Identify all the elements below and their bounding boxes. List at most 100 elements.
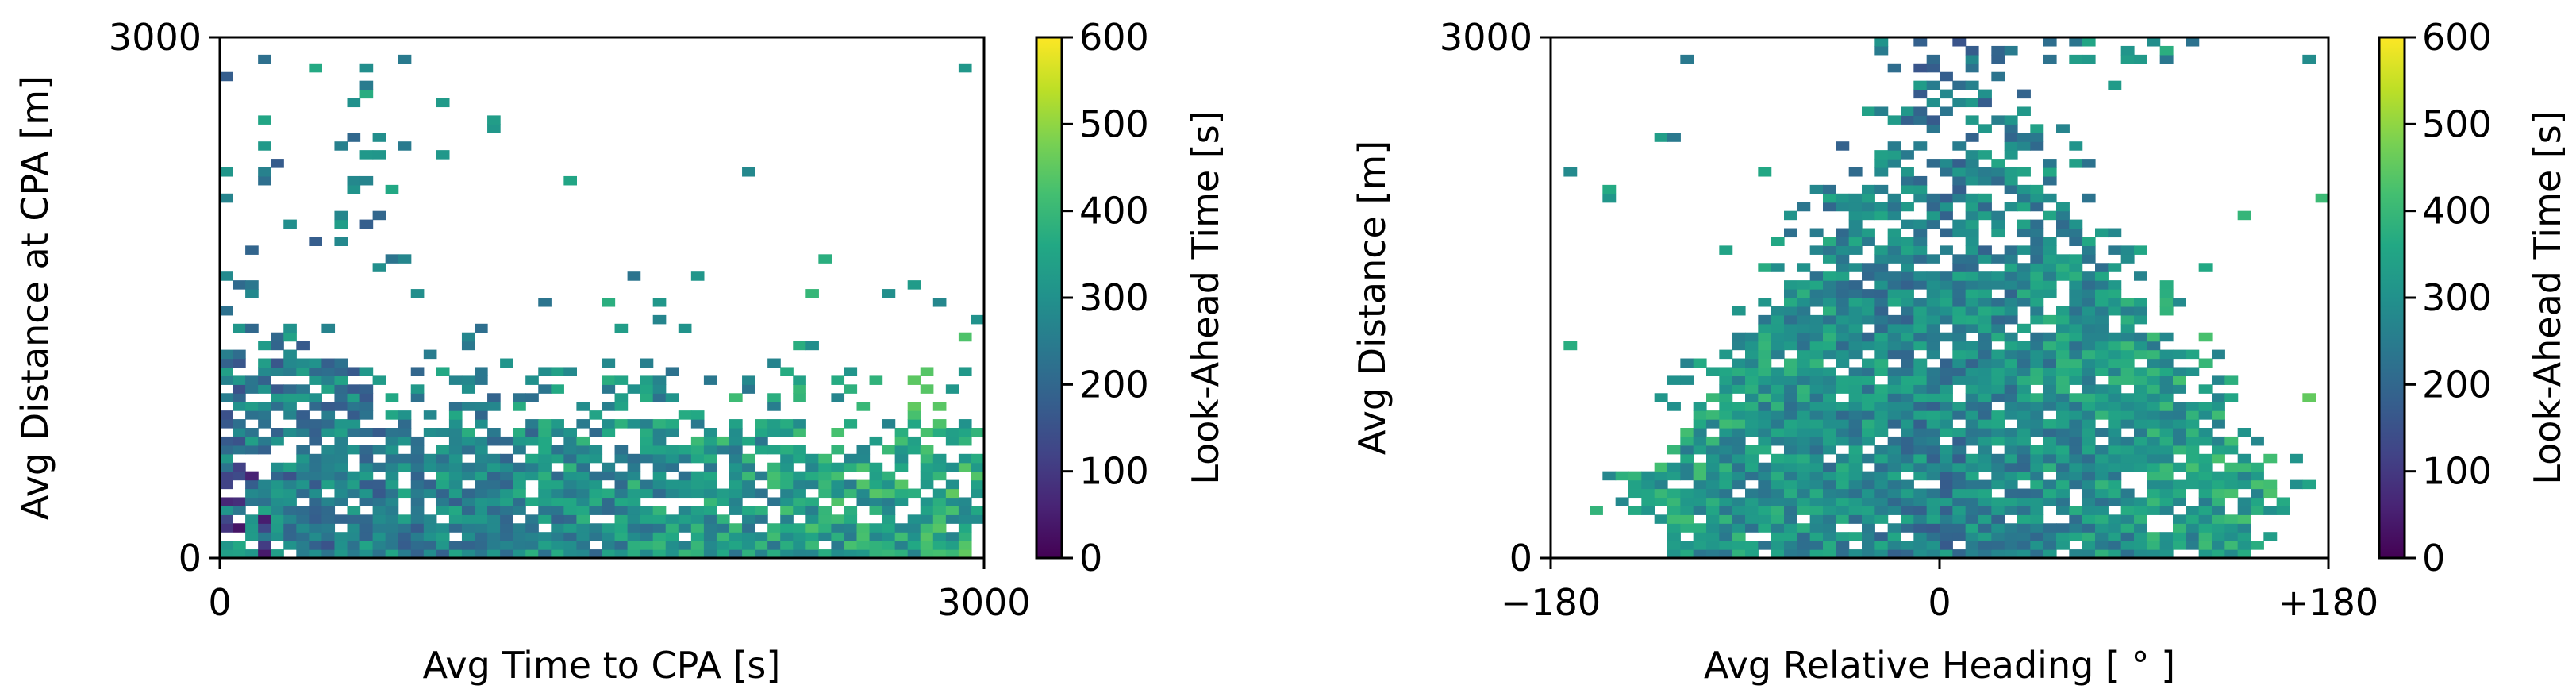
- y-axis-label: Avg Distance at CPA [m]: [13, 75, 56, 520]
- heatmap-cell: [2095, 506, 2109, 515]
- heatmap-cell: [2030, 410, 2044, 420]
- heatmap-cell: [309, 532, 322, 541]
- heatmap-cell: [652, 532, 667, 541]
- heatmap-cell: [2004, 45, 2018, 56]
- heatmap-cell: [1940, 245, 1953, 255]
- heatmap-cell: [1836, 410, 1850, 420]
- heatmap-cell: [2198, 479, 2213, 490]
- heatmap-cell: [1706, 514, 1720, 524]
- heatmap-cell: [2017, 271, 2031, 281]
- heatmap-cell: [475, 410, 488, 420]
- heatmap-cell: [296, 393, 310, 402]
- heatmap-cell: [1926, 298, 1940, 307]
- heatmap-cell: [1965, 193, 1979, 203]
- heatmap-cell: [1758, 323, 1772, 333]
- heatmap-cell: [258, 549, 271, 559]
- heatmap-cell: [1926, 54, 1940, 64]
- heatmap-cell: [1797, 393, 1811, 402]
- heatmap-cell: [1901, 175, 1914, 186]
- heatmap-cell: [1862, 532, 1875, 541]
- heatmap-cell: [945, 428, 959, 437]
- heatmap-cell: [359, 80, 374, 90]
- heatmap-cell: [703, 523, 717, 533]
- heatmap-cell: [1848, 419, 1863, 429]
- heatmap-cell: [1706, 523, 1720, 533]
- heatmap-cell: [513, 445, 526, 455]
- heatmap-cell: [1965, 349, 1979, 360]
- heatmap-cell: [856, 488, 871, 499]
- heatmap-cell: [2017, 263, 2031, 272]
- heatmap-cell: [1848, 436, 1863, 446]
- heatmap-cell: [2030, 514, 2044, 524]
- heatmap-cell: [729, 488, 743, 499]
- heatmap-cell: [2030, 393, 2044, 402]
- heatmap-cell: [1913, 549, 1928, 559]
- heatmap-cell: [690, 419, 705, 429]
- heatmap-cell: [2147, 549, 2161, 559]
- colorbar-tick-label: 300: [2422, 276, 2492, 319]
- heatmap-cell: [1836, 306, 1850, 316]
- heatmap-cell: [869, 506, 883, 515]
- heatmap-cell: [2108, 523, 2122, 533]
- heatmap-cell: [627, 532, 641, 541]
- heatmap-cell: [1758, 445, 1772, 455]
- heatmap-cell: [1797, 298, 1811, 307]
- heatmap-cell: [2095, 323, 2109, 333]
- heatmap-cell: [2017, 532, 2031, 541]
- heatmap-cell: [729, 549, 743, 559]
- heatmap-cell: [958, 497, 972, 506]
- heatmap-cell: [1874, 419, 1889, 429]
- heatmap-cell: [703, 453, 717, 464]
- heatmap-cell: [2056, 471, 2070, 481]
- heatmap-cell: [1809, 453, 1824, 464]
- heatmap-cell: [538, 462, 552, 472]
- heatmap-cell: [1991, 393, 2005, 402]
- heatmap-cell: [2030, 280, 2044, 290]
- heatmap-cell: [1745, 358, 1759, 368]
- heatmap-cell: [2173, 410, 2186, 420]
- heatmap-cell: [2224, 375, 2239, 385]
- heatmap-cell: [1823, 402, 1836, 411]
- heatmap-cell: [1809, 410, 1824, 420]
- heatmap-cell: [1887, 63, 1901, 73]
- heatmap-cell: [1940, 393, 1953, 402]
- heatmap-cell: [678, 506, 692, 515]
- heatmap-cell: [1784, 332, 1797, 342]
- heatmap-cell: [2159, 471, 2174, 481]
- heatmap-cell: [755, 471, 768, 481]
- heatmap-cell: [487, 436, 501, 446]
- heatmap-cell: [1771, 488, 1785, 499]
- heatmap-cell: [1732, 497, 1746, 506]
- heatmap-cell: [627, 453, 641, 464]
- heatmap-cell: [2108, 453, 2122, 464]
- heatmap-cell: [258, 488, 271, 499]
- heatmap-cell: [755, 419, 768, 429]
- heatmap-cell: [2173, 488, 2186, 499]
- heatmap-cell: [1823, 393, 1836, 402]
- heatmap-cell: [2120, 314, 2135, 325]
- heatmap-cell: [1848, 341, 1863, 351]
- heatmap-cell: [2043, 488, 2057, 499]
- heatmap-cell: [958, 532, 972, 541]
- heatmap-cell: [1978, 488, 1992, 499]
- heatmap-cell: [1667, 549, 1681, 559]
- heatmap-cell: [385, 462, 399, 472]
- heatmap-cell: [359, 150, 374, 160]
- heatmap-cell: [2056, 349, 2070, 360]
- heatmap-cell: [1913, 106, 1928, 116]
- heatmap-cell: [614, 402, 629, 411]
- heatmap-cell: [2056, 479, 2070, 490]
- heatmap-cell: [1913, 497, 1928, 506]
- heatmap-cell: [309, 462, 322, 472]
- heatmap-cell: [2017, 419, 2031, 429]
- heatmap-cell: [1693, 419, 1707, 429]
- heatmap-cell: [1797, 410, 1811, 420]
- heatmap-cell: [359, 428, 374, 437]
- heatmap-cell: [2082, 289, 2096, 298]
- heatmap-cell: [1563, 341, 1578, 351]
- heatmap-cell: [1862, 314, 1875, 325]
- heatmap-cell: [652, 298, 667, 307]
- heatmap-cell: [640, 419, 654, 429]
- heatmap-cell: [589, 479, 603, 490]
